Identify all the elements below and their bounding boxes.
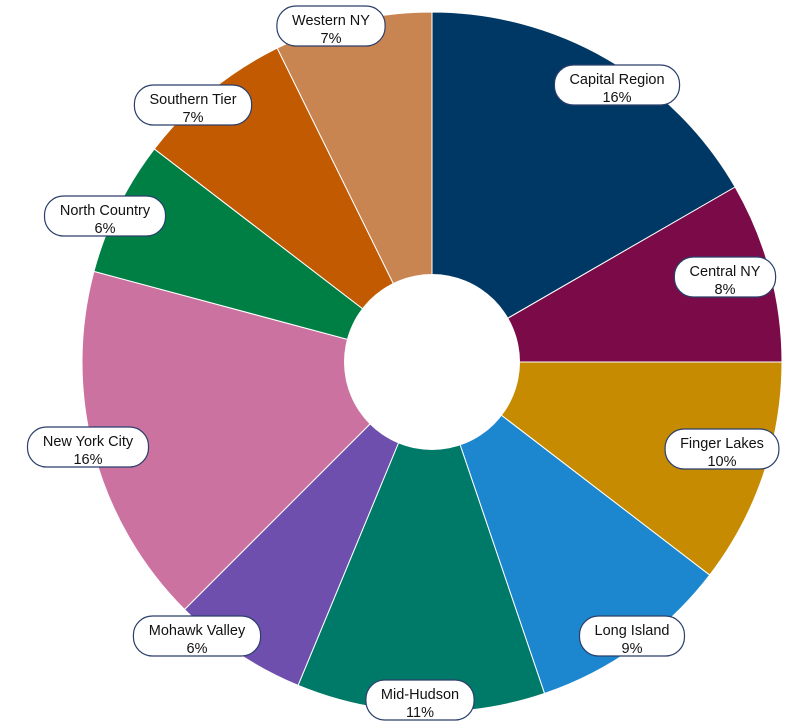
slice-label-percent: 16%: [602, 90, 631, 106]
slice-label-percent: 16%: [73, 452, 102, 468]
slice-label-new-york-city: New York City 16%: [26, 426, 150, 468]
slice-label-percent: 10%: [707, 454, 736, 470]
slice-label-percent: 7%: [183, 110, 204, 126]
slice-label-percent: 8%: [715, 282, 736, 298]
slice-label-name: Southern Tier: [149, 92, 236, 108]
slice-label-name: Capital Region: [569, 72, 664, 88]
label-box: [578, 615, 686, 657]
slice-label-southern-tier: Southern Tier 7%: [133, 84, 253, 126]
label-box: [26, 426, 150, 468]
pie-slice-finger-lakes: [430, 361, 783, 576]
slice-label-name: Central NY: [690, 264, 761, 280]
label-box: [365, 679, 475, 721]
slice-label-name: Western NY: [292, 13, 370, 29]
label-box: [673, 256, 777, 298]
slice-label-mohawk-valley: Mohawk Valley 6%: [132, 615, 262, 657]
slice-label-central-ny: Central NY 8%: [673, 256, 777, 298]
slice-label-mid-hudson: Mid-Hudson 11%: [365, 679, 475, 721]
slice-label-percent: 7%: [321, 31, 342, 47]
slice-label-name: Mid-Hudson: [381, 687, 459, 703]
slice-label-western-ny: Western NY 7%: [276, 5, 386, 47]
label-box: [664, 428, 780, 470]
center-hole: [344, 274, 520, 450]
slice-label-finger-lakes: Finger Lakes 10%: [664, 428, 780, 470]
slice-label-name: Long Island: [595, 623, 670, 639]
slice-label-name: North Country: [60, 203, 151, 219]
slice-label-percent: 9%: [622, 641, 643, 657]
label-box: [43, 195, 167, 237]
slice-label-name: New York City: [43, 434, 134, 450]
label-box: [132, 615, 262, 657]
slice-label-percent: 11%: [406, 705, 434, 721]
slice-label-capital-region: Capital Region 16%: [553, 64, 681, 106]
label-box: [553, 64, 681, 106]
slice-label-percent: 6%: [95, 221, 116, 237]
slice-label-north-country: North Country 6%: [43, 195, 167, 237]
slice-labels: Capital Region 16% Central NY 8% Finger Lake…: [26, 5, 780, 721]
label-box: [276, 5, 386, 47]
slice-label-percent: 6%: [187, 641, 208, 657]
slice-label-name: Mohawk Valley: [149, 623, 246, 639]
slice-label-name: Finger Lakes: [680, 436, 764, 452]
label-box: [133, 84, 253, 126]
slice-label-long-island: Long Island 9%: [578, 615, 686, 657]
